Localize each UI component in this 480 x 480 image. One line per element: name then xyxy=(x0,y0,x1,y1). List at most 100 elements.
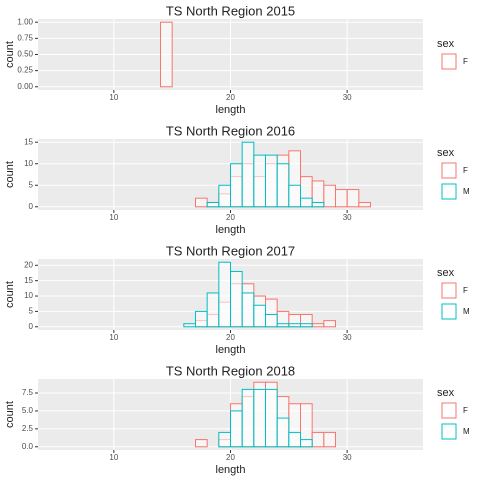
y-tick-label: 0 xyxy=(29,322,34,331)
y-tick-label: 1.00 xyxy=(17,17,33,26)
histogram-bar xyxy=(323,431,337,448)
histogram-bar xyxy=(276,323,290,328)
y-tick-label: 20 xyxy=(24,260,33,269)
chart-title: TS North Region 2018 xyxy=(166,363,295,378)
x-axis-label: length xyxy=(216,104,246,116)
x-tick-label: 30 xyxy=(343,213,352,222)
legend-label: F xyxy=(463,286,468,295)
histogram-bar xyxy=(218,431,231,448)
y-tick-label: 5.0 xyxy=(22,406,34,415)
legend-key xyxy=(441,423,457,440)
legend-label: M xyxy=(463,427,470,436)
histogram-bar xyxy=(288,184,302,208)
legend-label: M xyxy=(463,187,470,196)
histogram-bar xyxy=(276,417,290,448)
legend-key xyxy=(441,303,457,320)
histogram-bar xyxy=(195,197,208,208)
histogram-bar xyxy=(241,292,255,328)
histogram-bar xyxy=(253,154,266,208)
y-tick-label: 15 xyxy=(24,276,33,285)
histogram-bar xyxy=(195,310,208,328)
histogram-bar xyxy=(346,189,360,208)
histogram-bar xyxy=(265,154,278,208)
chart-title: TS North Region 2016 xyxy=(166,123,295,138)
y-tick-label: 0 xyxy=(29,202,34,211)
histogram-bar xyxy=(218,261,231,328)
y-tick-label: 2.5 xyxy=(22,424,34,433)
chart-title: TS North Region 2015 xyxy=(166,3,295,18)
y-axis-label: count xyxy=(4,401,16,428)
x-tick-label: 30 xyxy=(343,333,352,342)
legend-label: F xyxy=(463,166,468,175)
histogram-bar xyxy=(230,410,243,448)
legend-label: F xyxy=(463,406,468,415)
histogram-bar xyxy=(206,201,220,208)
histogram-bar xyxy=(241,388,255,448)
histogram-bar xyxy=(358,201,372,208)
y-tick-label: 15 xyxy=(24,137,33,146)
x-tick-label: 20 xyxy=(226,213,235,222)
x-tick-label: 10 xyxy=(109,93,118,102)
y-axis-label: count xyxy=(4,161,16,188)
histogram-bar xyxy=(183,323,196,328)
histogram-bar xyxy=(253,304,266,328)
y-tick-label: 0.50 xyxy=(17,50,33,59)
x-axis-label: length xyxy=(216,344,246,356)
legend-label: M xyxy=(463,307,470,316)
histogram-bar xyxy=(253,388,266,448)
y-tick-label: 10 xyxy=(24,291,33,300)
histogram-bar xyxy=(323,320,337,328)
y-tick-label: 0.00 xyxy=(17,82,33,91)
y-tick-label: 0.25 xyxy=(17,66,33,75)
x-tick-label: 20 xyxy=(226,333,235,342)
histogram-bar xyxy=(311,201,325,208)
x-tick-label: 10 xyxy=(109,333,118,342)
x-tick-label: 30 xyxy=(343,453,352,462)
x-axis-label: length xyxy=(216,464,246,476)
histogram-bar xyxy=(335,189,348,208)
histogram-bar xyxy=(288,431,302,448)
y-tick-label: 5 xyxy=(29,307,34,316)
y-tick-label: 10 xyxy=(24,159,33,168)
legend-key xyxy=(441,53,457,70)
legend-key xyxy=(441,282,457,299)
histogram-bar xyxy=(288,323,302,328)
legend-title: sex xyxy=(437,38,455,50)
histogram-bar xyxy=(241,141,255,208)
histogram-bar xyxy=(323,184,337,208)
legend-title: sex xyxy=(437,147,455,159)
histogram-bar xyxy=(160,21,173,88)
histogram-bar xyxy=(300,197,313,208)
histogram-bar xyxy=(230,163,243,208)
histogram-bar xyxy=(300,323,313,328)
legend-key xyxy=(441,162,457,179)
y-tick-label: 0.0 xyxy=(22,442,34,451)
y-tick-label: 7.5 xyxy=(22,388,34,397)
x-tick-label: 10 xyxy=(109,213,118,222)
histogram-bar xyxy=(265,388,278,448)
x-tick-label: 10 xyxy=(109,453,118,462)
chart-title: TS North Region 2017 xyxy=(166,243,295,258)
histogram-bar xyxy=(195,439,208,448)
histogram-bar xyxy=(206,292,220,328)
histogram-bar xyxy=(265,313,278,328)
histogram-bar xyxy=(300,439,313,448)
y-axis-label: count xyxy=(4,41,16,68)
x-axis-label: length xyxy=(216,224,246,236)
legend-key xyxy=(441,183,457,200)
histogram-bar xyxy=(276,163,290,208)
x-tick-label: 20 xyxy=(226,93,235,102)
y-tick-label: 5 xyxy=(29,180,34,189)
histogram-bar xyxy=(311,431,325,448)
histogram-bar xyxy=(311,323,325,328)
legend-title: sex xyxy=(437,387,455,399)
y-tick-label: 0.75 xyxy=(17,33,33,42)
histogram-bar xyxy=(230,270,243,328)
y-axis-label: count xyxy=(4,281,16,308)
legend-label: F xyxy=(463,57,468,66)
x-tick-label: 20 xyxy=(226,453,235,462)
x-tick-label: 30 xyxy=(343,93,352,102)
histogram-bar xyxy=(218,184,231,208)
legend-title: sex xyxy=(437,267,455,279)
